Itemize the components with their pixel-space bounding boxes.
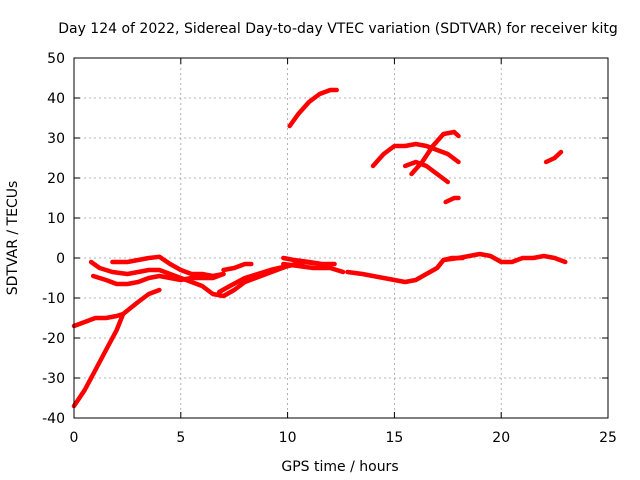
y-axis-label: SDTVAR / TECUs [5,181,21,296]
y-tick-label: 40 [47,91,65,107]
series-arc-2 [71,311,126,329]
y-tick-label: -40 [42,411,65,427]
y-tick-label: 30 [47,131,65,147]
y-tick-label: 0 [56,251,65,267]
series-arc-14 [402,159,451,185]
series-arc-11 [434,251,568,271]
axis-ticks: -40 -30 -20 -10 0 10 20 30 40 50 0 5 10 15 20 25 [42,51,617,446]
chart-title: Day 124 of 2022, Sidereal Day-to-day VTE… [58,21,618,37]
series-arc-15 [409,129,461,177]
y-tick-label: 50 [47,51,65,67]
x-tick-label: 15 [385,430,403,446]
data-series [71,87,568,409]
y-tick-label: -10 [42,291,65,307]
x-tick-label: 0 [70,430,79,446]
x-tick-label: 10 [279,430,297,446]
series-arc-1 [71,287,162,409]
y-tick-label: 20 [47,171,65,187]
series-arc-4 [90,271,226,287]
series-arc-16 [443,195,461,205]
x-tick-label: 5 [176,430,185,446]
y-tick-label: -30 [42,371,65,387]
y-tick-label: 10 [47,211,65,227]
series-arc-8 [281,255,337,267]
x-axis-label: GPS time / hours [281,459,398,475]
series-arc-17 [543,149,564,165]
x-tick-label: 25 [599,430,617,446]
plot-frame [73,57,609,419]
series-arc-12 [287,87,339,129]
series-arc-3 [88,259,301,299]
x-tick-label: 20 [492,430,510,446]
series-arc-13 [370,141,461,169]
grid [74,58,608,418]
series-arc-5 [110,254,226,279]
series-arc-6 [221,261,254,273]
series-arc-9 [281,261,346,275]
y-tick-label: -20 [42,331,65,347]
